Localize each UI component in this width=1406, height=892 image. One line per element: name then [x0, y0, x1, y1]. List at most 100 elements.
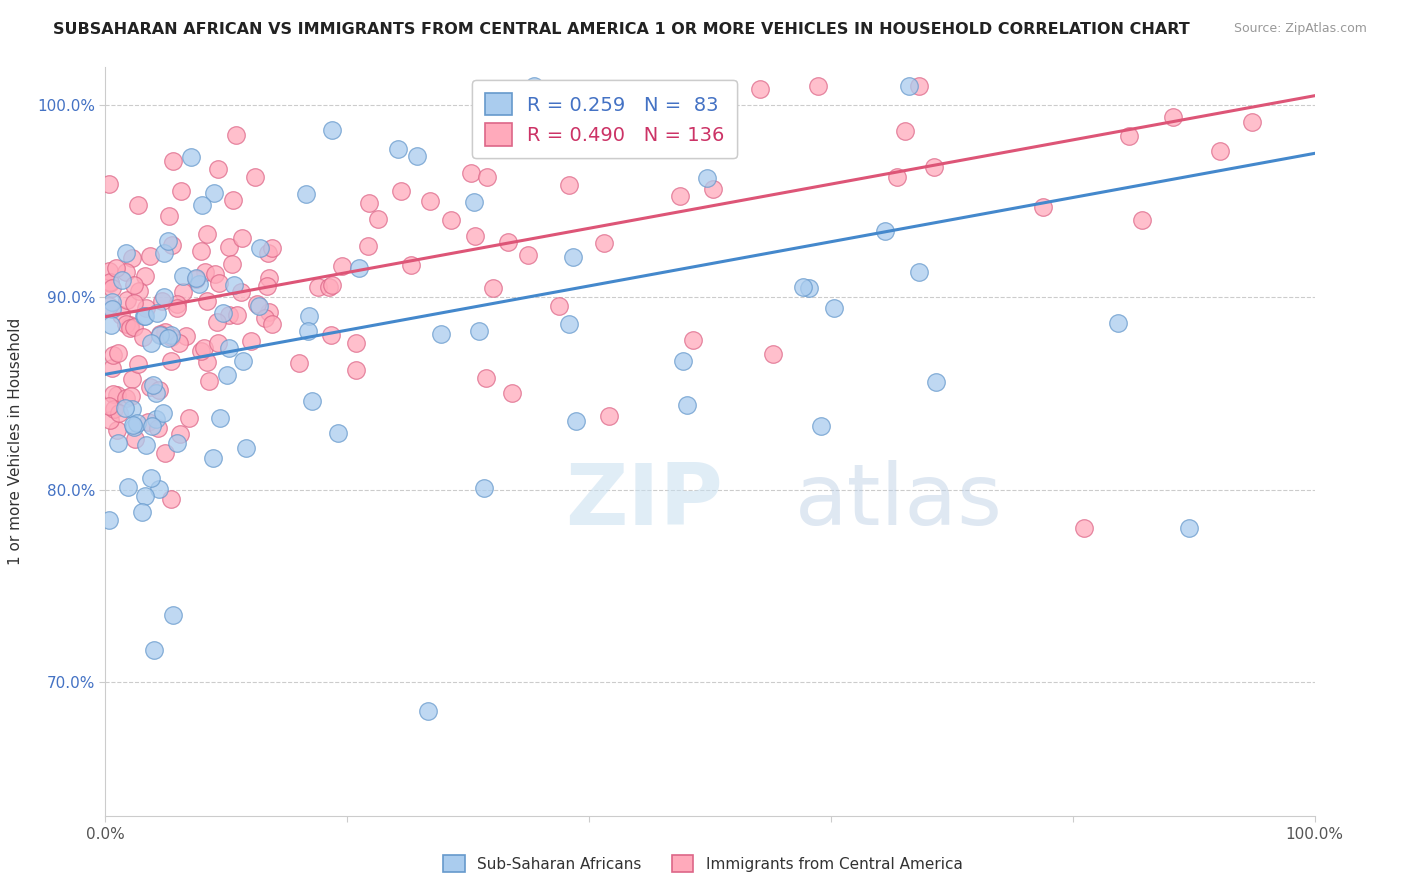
Point	[195, 227, 218, 242]
Point	[190, 244, 212, 258]
Point	[167, 336, 190, 351]
Point	[166, 297, 188, 311]
Point	[124, 319, 146, 334]
Text: atlas: atlas	[794, 460, 1002, 543]
Text: SUBSAHARAN AFRICAN VS IMMIGRANTS FROM CENTRAL AMERICA 1 OR MORE VEHICLES IN HOUS: SUBSAHARAN AFRICAN VS IMMIGRANTS FROM CE…	[53, 22, 1189, 37]
Point	[810, 419, 832, 434]
Point	[157, 209, 180, 223]
Point	[120, 389, 142, 403]
Point	[135, 301, 157, 316]
Point	[472, 481, 495, 495]
Point	[98, 276, 121, 290]
Point	[105, 423, 128, 437]
Point	[135, 438, 157, 452]
Point	[131, 505, 153, 519]
Point	[132, 330, 155, 344]
Point	[565, 414, 588, 428]
Point	[598, 409, 620, 423]
Point	[702, 182, 724, 196]
Point	[235, 441, 257, 455]
Point	[418, 704, 440, 718]
Point	[225, 128, 247, 142]
Point	[430, 326, 453, 341]
Point	[897, 79, 920, 94]
Point	[212, 306, 235, 320]
Point	[101, 281, 124, 295]
Point	[184, 270, 207, 285]
Point	[110, 308, 132, 322]
Point	[134, 310, 156, 324]
Point	[141, 377, 163, 392]
Point	[149, 328, 172, 343]
Point	[558, 178, 581, 193]
Point	[389, 184, 412, 198]
Point	[152, 406, 174, 420]
Point	[136, 415, 159, 429]
Point	[172, 285, 194, 299]
Point	[160, 492, 183, 507]
Point	[160, 354, 183, 368]
Point	[344, 363, 367, 377]
Point	[122, 277, 145, 292]
Point	[134, 489, 156, 503]
Point	[468, 324, 491, 338]
Point	[114, 317, 136, 331]
Point	[98, 400, 121, 414]
Point	[298, 309, 321, 323]
Point	[330, 259, 353, 273]
Point	[1208, 145, 1230, 159]
Point	[243, 170, 266, 185]
Point	[221, 257, 243, 271]
Point	[387, 142, 409, 156]
Point	[1107, 316, 1129, 330]
Point	[908, 265, 931, 279]
Point	[128, 284, 150, 298]
Point	[253, 310, 276, 325]
Point	[297, 324, 319, 338]
Point	[195, 354, 218, 368]
Point	[318, 280, 340, 294]
Point	[288, 356, 311, 370]
Point	[1118, 128, 1140, 143]
Point	[886, 170, 908, 185]
Point	[170, 184, 193, 198]
Point	[124, 296, 146, 310]
Point	[1161, 110, 1184, 124]
Point	[675, 398, 697, 412]
Point	[149, 326, 172, 341]
Point	[145, 385, 167, 400]
Point	[547, 300, 569, 314]
Point	[205, 315, 228, 329]
Point	[150, 294, 173, 309]
Point	[207, 161, 229, 176]
Point	[159, 330, 181, 344]
Y-axis label: 1 or more Vehicles in Household: 1 or more Vehicles in Household	[8, 318, 22, 566]
Point	[145, 411, 167, 425]
Point	[792, 279, 814, 293]
Point	[208, 277, 231, 291]
Point	[160, 328, 183, 343]
Point	[148, 482, 170, 496]
Point	[249, 299, 271, 313]
Point	[121, 251, 143, 265]
Point	[107, 436, 129, 450]
Point	[155, 325, 177, 339]
Point	[222, 277, 245, 292]
Point	[562, 251, 585, 265]
Point	[207, 336, 229, 351]
Point	[249, 241, 271, 255]
Point	[301, 394, 323, 409]
Point	[101, 301, 124, 316]
Point	[166, 301, 188, 315]
Point	[295, 187, 318, 202]
Point	[193, 265, 215, 279]
Point	[179, 411, 201, 425]
Point	[118, 318, 141, 332]
Point	[558, 317, 581, 331]
Point	[139, 379, 162, 393]
Point	[172, 268, 194, 283]
Point	[162, 607, 184, 622]
Point	[115, 265, 138, 279]
Point	[257, 245, 280, 260]
Point	[169, 427, 191, 442]
